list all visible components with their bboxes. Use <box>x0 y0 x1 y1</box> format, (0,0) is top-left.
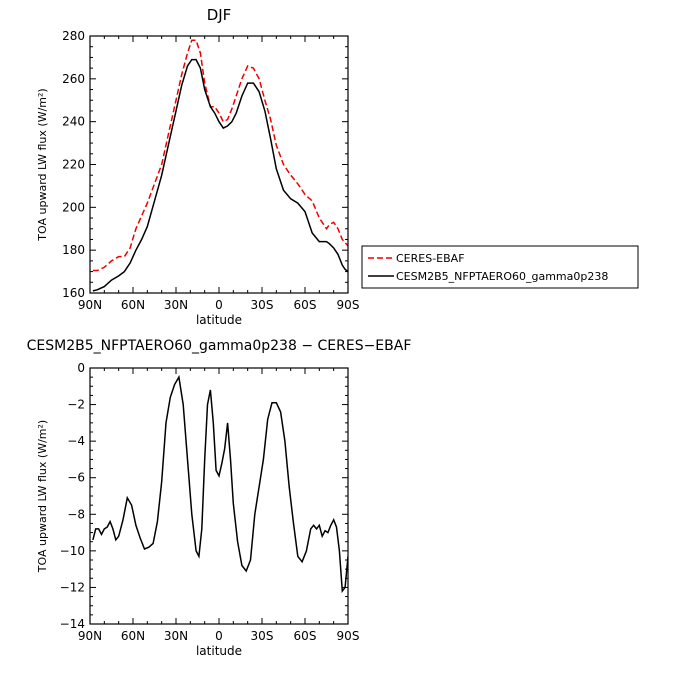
legend-box <box>361 245 639 289</box>
y-tick-label: 220 <box>62 158 85 172</box>
y-tick-label: −8 <box>67 507 85 521</box>
x-tick-label: 60N <box>121 298 145 312</box>
series-line-2 <box>92 58 348 292</box>
y-axis-label: TOA upward LW flux (W/m²) <box>36 420 49 573</box>
x-tick-label: 30S <box>251 629 274 643</box>
x-tick-label: 60S <box>294 629 317 643</box>
x-axis-label: latitude <box>196 313 242 327</box>
chart-panel-1: DJF 90N 60N 30N 0 30S 60S 90S latitude 160 180 200 2… <box>36 6 639 327</box>
y-tick-label: −10 <box>60 544 85 558</box>
series-line-1 <box>92 374 348 594</box>
y-tick-label: −6 <box>67 471 85 485</box>
y-tick-label: 200 <box>62 200 85 214</box>
y-tick-label: 280 <box>62 29 85 43</box>
y-tick-label: 160 <box>62 286 85 300</box>
y-tick-label: 260 <box>62 72 85 86</box>
x-tick-label: 0 <box>215 629 223 643</box>
chart-title: CESM2B5_NFPTAERO60_gamma0p238 − CERES−EB… <box>27 338 412 354</box>
x-tick-label: 60N <box>121 629 145 643</box>
y-axis-label: TOA upward LW flux (W/m²) <box>36 88 49 241</box>
x-tick-label: 0 <box>215 298 223 312</box>
chart-title: DJF <box>207 6 232 24</box>
y-tick-label: −2 <box>67 398 85 412</box>
legend-label-1: CERES-EBAF <box>396 252 465 265</box>
plot-frame <box>89 367 349 625</box>
plot-frame <box>89 35 349 294</box>
x-tick-label: 90S <box>337 298 360 312</box>
y-tick-label: 240 <box>62 115 85 129</box>
series-line-1 <box>92 39 348 272</box>
legend: CERES-EBAF CESM2B5_NFPTAERO60_gamma0p238 <box>361 245 639 289</box>
x-tick-label: 30N <box>164 298 188 312</box>
y-tick-label: −14 <box>60 617 85 631</box>
x-tick-label: 90S <box>337 629 360 643</box>
x-tick-label: 30N <box>164 629 188 643</box>
x-tick-label: 90N <box>78 629 102 643</box>
legend-label-2: CESM2B5_NFPTAERO60_gamma0p238 <box>396 270 608 283</box>
x-tick-label: 90N <box>78 298 102 312</box>
y-tick-label: −12 <box>60 580 85 594</box>
x-axis-label: latitude <box>196 644 242 658</box>
chart-panel-2: CESM2B5_NFPTAERO60_gamma0p238 − CERES−EB… <box>27 338 412 658</box>
y-tick-label: 0 <box>77 361 85 375</box>
x-tick-label: 30S <box>251 298 274 312</box>
y-tick-label: 180 <box>62 243 85 257</box>
y-tick-label: −4 <box>67 434 85 448</box>
x-tick-label: 60S <box>294 298 317 312</box>
